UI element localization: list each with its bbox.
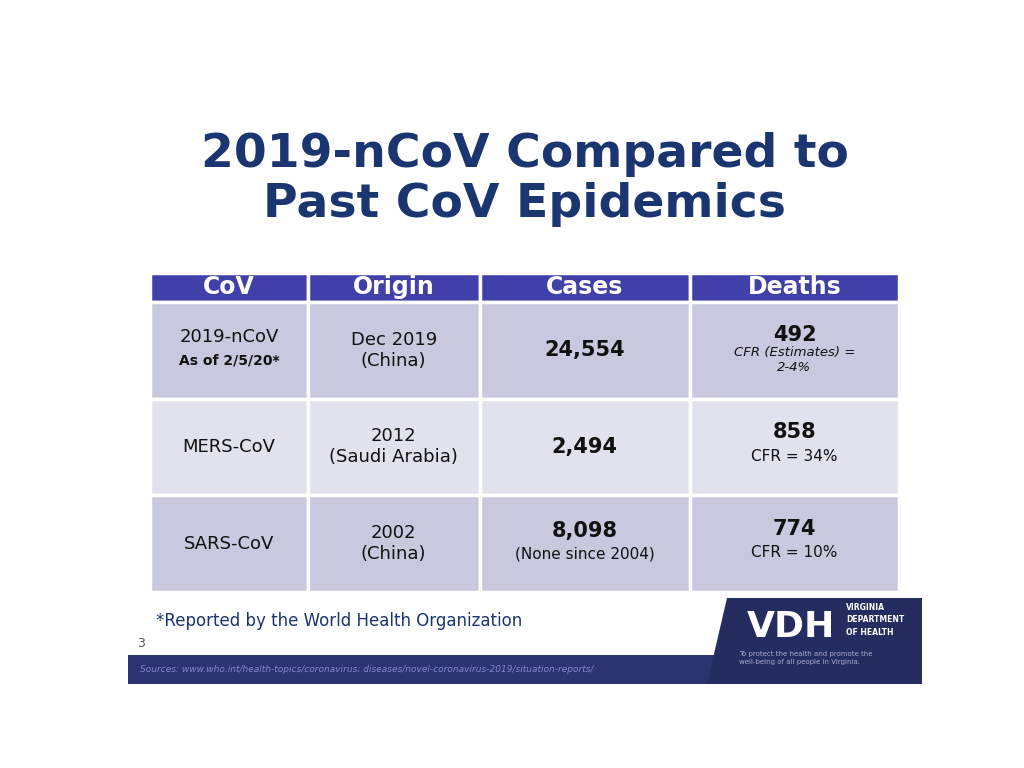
Polygon shape bbox=[708, 598, 922, 684]
Text: 858: 858 bbox=[773, 422, 816, 442]
Text: CFR (Estimates) =
2-4%: CFR (Estimates) = 2-4% bbox=[734, 346, 855, 374]
Bar bbox=[689, 495, 899, 592]
Bar bbox=[151, 302, 307, 399]
Text: 8,098: 8,098 bbox=[552, 521, 617, 541]
Text: VIRGINIA
DEPARTMENT
OF HEALTH: VIRGINIA DEPARTMENT OF HEALTH bbox=[846, 603, 904, 637]
Text: Cases: Cases bbox=[546, 275, 624, 300]
Bar bbox=[151, 399, 307, 495]
Bar bbox=[151, 273, 307, 302]
Text: (None since 2004): (None since 2004) bbox=[515, 547, 654, 561]
Text: 2012
(Saudi Arabia): 2012 (Saudi Arabia) bbox=[330, 428, 458, 466]
Text: 774: 774 bbox=[773, 518, 816, 538]
Text: 3: 3 bbox=[137, 637, 145, 650]
Text: SARS-CoV: SARS-CoV bbox=[183, 535, 274, 552]
Bar bbox=[307, 399, 480, 495]
Bar bbox=[307, 495, 480, 592]
Bar bbox=[128, 655, 922, 684]
Text: CFR = 10%: CFR = 10% bbox=[752, 545, 838, 561]
Text: Origin: Origin bbox=[353, 275, 434, 300]
Text: CFR = 34%: CFR = 34% bbox=[752, 449, 838, 464]
Bar bbox=[480, 302, 689, 399]
Text: 24,554: 24,554 bbox=[545, 340, 625, 360]
Text: Dec 2019
(China): Dec 2019 (China) bbox=[350, 331, 437, 369]
Text: 2019-nCoV Compared to: 2019-nCoV Compared to bbox=[201, 132, 849, 177]
Bar bbox=[480, 495, 689, 592]
Text: Deaths: Deaths bbox=[748, 275, 842, 300]
Bar bbox=[689, 399, 899, 495]
Bar bbox=[480, 273, 689, 302]
Text: VDH: VDH bbox=[748, 611, 836, 644]
Text: *Reported by the World Health Organization: *Reported by the World Health Organizati… bbox=[156, 612, 522, 631]
Text: Sources: www.who.int/health-topics/coronavirus; diseases/novel-coronavirus-2019/: Sources: www.who.int/health-topics/coron… bbox=[140, 665, 593, 674]
Bar bbox=[151, 495, 307, 592]
Text: 2,494: 2,494 bbox=[552, 437, 617, 457]
Text: 2019-nCoV: 2019-nCoV bbox=[179, 328, 279, 346]
Bar bbox=[689, 273, 899, 302]
Text: 492: 492 bbox=[773, 326, 816, 346]
Text: As of 2/5/20*: As of 2/5/20* bbox=[178, 354, 280, 368]
Bar bbox=[689, 302, 899, 399]
Text: MERS-CoV: MERS-CoV bbox=[182, 438, 275, 456]
Text: To protect the health and promote the
well-being of all people in Virginia.: To protect the health and promote the we… bbox=[739, 650, 872, 664]
Text: CoV: CoV bbox=[203, 275, 255, 300]
Text: 2002
(China): 2002 (China) bbox=[360, 524, 426, 563]
Bar bbox=[307, 273, 480, 302]
Bar bbox=[480, 399, 689, 495]
Bar bbox=[307, 302, 480, 399]
Text: Past CoV Epidemics: Past CoV Epidemics bbox=[263, 182, 786, 227]
